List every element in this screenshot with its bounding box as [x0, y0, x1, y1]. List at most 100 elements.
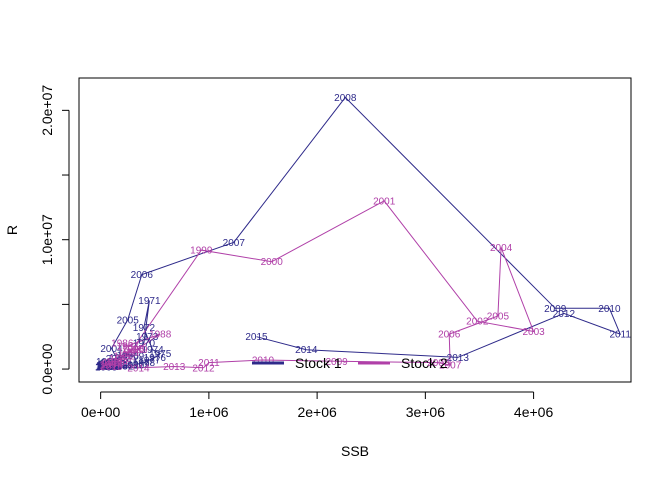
- year-label: 2002: [466, 317, 489, 328]
- year-label: 2009: [544, 304, 567, 315]
- y-tick-label: 0.0e+00: [39, 343, 55, 394]
- year-label: 1976: [144, 353, 167, 364]
- year-label: 1993: [109, 354, 132, 365]
- year-label: 1986: [96, 361, 119, 372]
- year-label: 2000: [261, 257, 284, 268]
- year-label: 2001: [373, 196, 396, 207]
- x-tick-label: 4e+06: [514, 404, 554, 420]
- year-label: 1973: [136, 332, 159, 343]
- year-label: 1998: [100, 361, 123, 372]
- year-label: 2013: [447, 353, 470, 364]
- year-label: 2010: [252, 356, 275, 367]
- year-label: 1990: [122, 345, 145, 356]
- year-label: 1989: [125, 345, 148, 356]
- year-label: 1987: [117, 341, 140, 352]
- year-label: 2014: [127, 363, 150, 374]
- year-label: 1999: [98, 361, 121, 372]
- year-label: 2001: [98, 359, 121, 370]
- year-label: 2003: [106, 354, 129, 365]
- year-label: 1985: [98, 361, 121, 372]
- year-label: 1997: [99, 362, 122, 373]
- year-label: 2006: [438, 330, 461, 341]
- year-label: 1981: [117, 361, 140, 372]
- year-label: 1983: [106, 361, 129, 372]
- y-tick-label: 2.0e+07: [39, 85, 55, 136]
- year-label: 2011: [198, 358, 220, 369]
- year-label: 1990: [100, 361, 123, 372]
- year-label: 1988: [149, 330, 172, 341]
- y-axis-label: R: [4, 225, 20, 235]
- year-label: 1988: [96, 361, 119, 372]
- year-label: 1994: [106, 357, 129, 368]
- legend: Stock 1 Stock 2: [252, 355, 448, 371]
- year-label: 1972: [133, 323, 156, 334]
- year-label: 2005: [117, 315, 140, 326]
- year-label: 1979: [127, 359, 150, 370]
- x-tick-label: 3e+06: [406, 404, 446, 420]
- x-tick-label: 2e+06: [297, 404, 337, 420]
- year-label: 1996: [100, 359, 123, 370]
- year-label: 1965: [96, 357, 119, 368]
- year-label: 2008: [334, 93, 357, 104]
- year-label: 2005: [487, 312, 510, 323]
- year-label: 1995: [97, 361, 120, 372]
- year-label: 1978: [133, 358, 156, 369]
- year-label: 1971: [138, 296, 161, 307]
- year-label: 2013: [163, 362, 186, 373]
- year-label: 1974: [141, 345, 164, 356]
- year-label: 2010: [598, 304, 621, 315]
- x-tick-label: 1e+06: [189, 404, 229, 420]
- year-label: 1992: [96, 362, 119, 373]
- year-label: 1991: [97, 361, 120, 372]
- year-label: 1991: [118, 348, 141, 359]
- year-label: 2011: [609, 330, 631, 341]
- year-label: 1998: [122, 344, 145, 355]
- year-label: 1982: [111, 361, 134, 372]
- year-label: 1968: [117, 350, 140, 361]
- year-label: 2014: [295, 345, 318, 356]
- year-label: 1975: [149, 349, 172, 360]
- year-label: 1984: [100, 361, 123, 372]
- legend-label-2: Stock 2: [401, 355, 448, 371]
- year-label: 2000: [97, 360, 120, 371]
- series-line-2: [110, 200, 535, 369]
- series-layer: [105, 96, 622, 369]
- year-label: 1970: [133, 339, 156, 350]
- year-label: 1969: [122, 352, 145, 363]
- year-label: 1986: [111, 339, 134, 350]
- y-tick-label: 1.0e+07: [39, 214, 55, 265]
- year-label: 2004: [100, 344, 123, 355]
- axes-layer: 0e+00 1e+06 2e+06 3e+06 4e+06 0.0e+00 1.0e+07 2…: [39, 85, 553, 420]
- year-label: 2008: [427, 358, 450, 369]
- year-label: 2007: [223, 238, 246, 249]
- year-label: 2009: [325, 357, 348, 368]
- year-label: 2007: [439, 361, 462, 372]
- year-label: 2015: [245, 332, 268, 343]
- year-label: 1977: [138, 356, 161, 367]
- year-label: 1993: [95, 363, 118, 374]
- year-label: 2003: [522, 327, 545, 338]
- year-label: 2002: [100, 358, 123, 369]
- year-label: 2006: [131, 270, 154, 281]
- x-axis-label: SSB: [341, 443, 369, 459]
- x-tick-label: 0e+00: [81, 404, 121, 420]
- year-label: 2012: [553, 309, 576, 320]
- year-label: 1994: [96, 362, 119, 373]
- year-label: 1996: [98, 361, 121, 372]
- year-label: 1980: [122, 361, 145, 372]
- year-label: 2012: [192, 363, 215, 374]
- year-label: 1966: [102, 359, 125, 370]
- plot-frame: [78, 77, 632, 383]
- year-label: 2004: [490, 243, 513, 254]
- year-label: 1967: [109, 353, 132, 364]
- year-label: 2015: [100, 362, 123, 373]
- year-label: 1987: [95, 362, 118, 373]
- year-label: 1989: [98, 362, 121, 373]
- year-label: 1995: [102, 358, 125, 369]
- legend-label-1: Stock 1: [295, 355, 342, 371]
- year-label: 1997: [99, 361, 122, 372]
- year-label: 1992: [113, 352, 136, 363]
